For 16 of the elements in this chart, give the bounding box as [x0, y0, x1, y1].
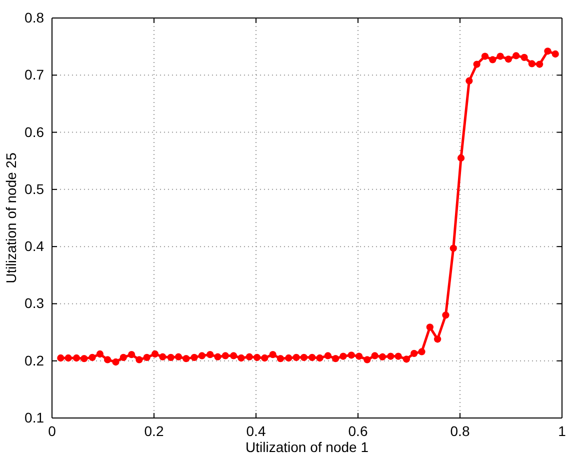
x-tick-label: 0.8 — [450, 422, 470, 439]
y-tick-label: 0.7 — [24, 66, 44, 83]
y-tick-label: 0.4 — [24, 238, 44, 254]
x-tick-label: 0.4 — [246, 422, 266, 439]
x-tick-label: 0 — [48, 422, 56, 439]
x-tick-label: 0.6 — [348, 422, 368, 439]
y-tick-label: 0.3 — [24, 295, 44, 312]
x-axis-title: Utilization of node 1 — [246, 439, 369, 455]
x-tick-label: 0.2 — [144, 422, 164, 439]
y-axis-title: Utilization of node 25 — [3, 152, 19, 284]
y-tick-label: 0.6 — [24, 124, 44, 140]
x-tick-label: 1 — [558, 422, 566, 439]
y-tick-label: 0.5 — [24, 180, 44, 197]
y-tick-label: 0.1 — [24, 409, 44, 426]
y-tick-label: 0.8 — [24, 9, 44, 26]
y-tick-label: 0.2 — [24, 352, 44, 368]
